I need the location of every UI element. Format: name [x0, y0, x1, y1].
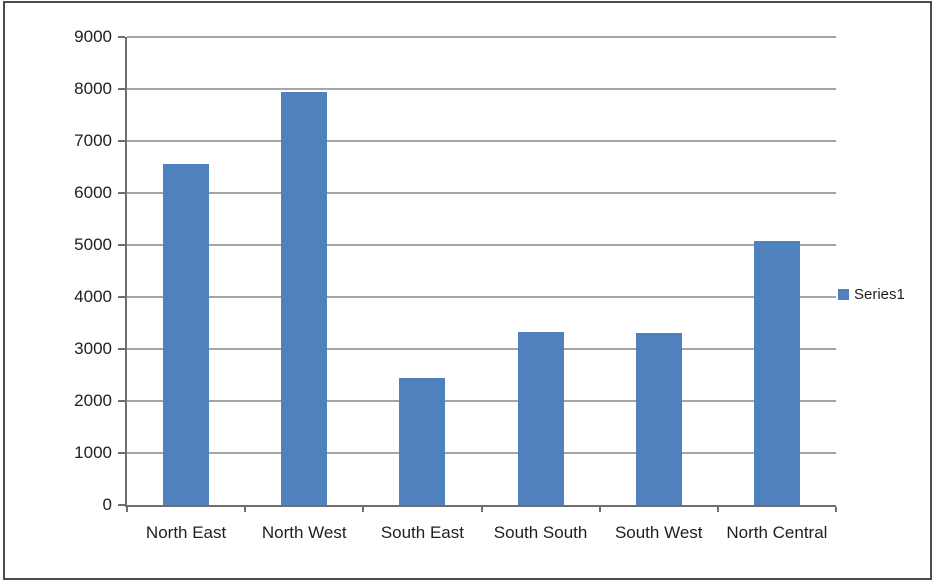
gridline: [127, 400, 836, 402]
x-axis-tick: [717, 507, 719, 512]
y-axis-tick: [118, 348, 125, 350]
x-axis-tick: [835, 507, 837, 512]
y-axis-tick-label: 6000: [74, 183, 112, 202]
x-axis-category-label: South East: [380, 523, 464, 542]
y-axis-tick-label: 7000: [74, 131, 112, 150]
legend-series-marker-icon: [838, 289, 849, 300]
y-axis-tick: [118, 452, 125, 454]
x-axis-tick: [481, 507, 483, 512]
chart-frame[interactable]: 0 1000 2000 3000 4000 5000 6000 7000 8000 9000 Nor…: [3, 1, 932, 580]
y-axis-tick: [118, 244, 125, 246]
bar-north-east[interactable]: [163, 164, 210, 505]
y-axis-tick: [118, 400, 125, 402]
x-axis-category-label: North East: [145, 523, 227, 542]
bar-north-west[interactable]: [281, 91, 328, 505]
y-axis-tick: [118, 88, 125, 90]
y-axis-tick-label: 3000: [74, 339, 112, 358]
y-axis-tick-label: 5000: [74, 235, 112, 254]
legend[interactable]: Series1: [838, 286, 905, 303]
bar-south-west[interactable]: [635, 333, 682, 505]
y-axis-tick: [118, 192, 125, 194]
y-axis-tick-label: 4000: [74, 287, 112, 306]
y-axis-tick: [118, 36, 125, 38]
bar-south-east[interactable]: [399, 377, 446, 505]
x-axis-category-label: North Central: [726, 523, 828, 542]
y-axis-tick-label: 2000: [74, 391, 112, 410]
y-axis-tick-label: 1000: [74, 443, 112, 462]
y-axis-tick: [118, 296, 125, 298]
y-axis-tick: [118, 504, 125, 506]
x-axis-tick: [244, 507, 246, 512]
y-axis-tick-label: 8000: [74, 79, 112, 98]
bar-south-south[interactable]: [517, 331, 564, 505]
x-axis-tick: [126, 507, 128, 512]
x-axis-category-label: North West: [261, 523, 347, 542]
x-axis-tick: [362, 507, 364, 512]
gridline: [127, 296, 836, 298]
x-axis-tick: [599, 507, 601, 512]
gridline: [127, 140, 836, 142]
bar-north-central[interactable]: [753, 240, 800, 505]
x-axis-category-label: South West: [614, 523, 703, 542]
plot-area[interactable]: 0 1000 2000 3000 4000 5000 6000 7000 8000 9000 Nor…: [74, 27, 837, 542]
gridline: [127, 36, 836, 38]
y-axis-tick-label: 9000: [74, 27, 112, 46]
y-axis-tick: [118, 140, 125, 142]
gridline: [127, 192, 836, 194]
gridline: [127, 244, 836, 246]
gridline: [127, 348, 836, 350]
y-axis-tick-label: 0: [102, 495, 112, 514]
gridline: [127, 88, 836, 90]
legend-series-label: Series1: [854, 286, 905, 303]
x-axis-category-label: South South: [493, 523, 588, 542]
gridline: [127, 452, 836, 454]
